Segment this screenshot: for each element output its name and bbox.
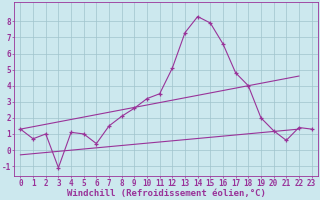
X-axis label: Windchill (Refroidissement éolien,°C): Windchill (Refroidissement éolien,°C) [67,189,266,198]
